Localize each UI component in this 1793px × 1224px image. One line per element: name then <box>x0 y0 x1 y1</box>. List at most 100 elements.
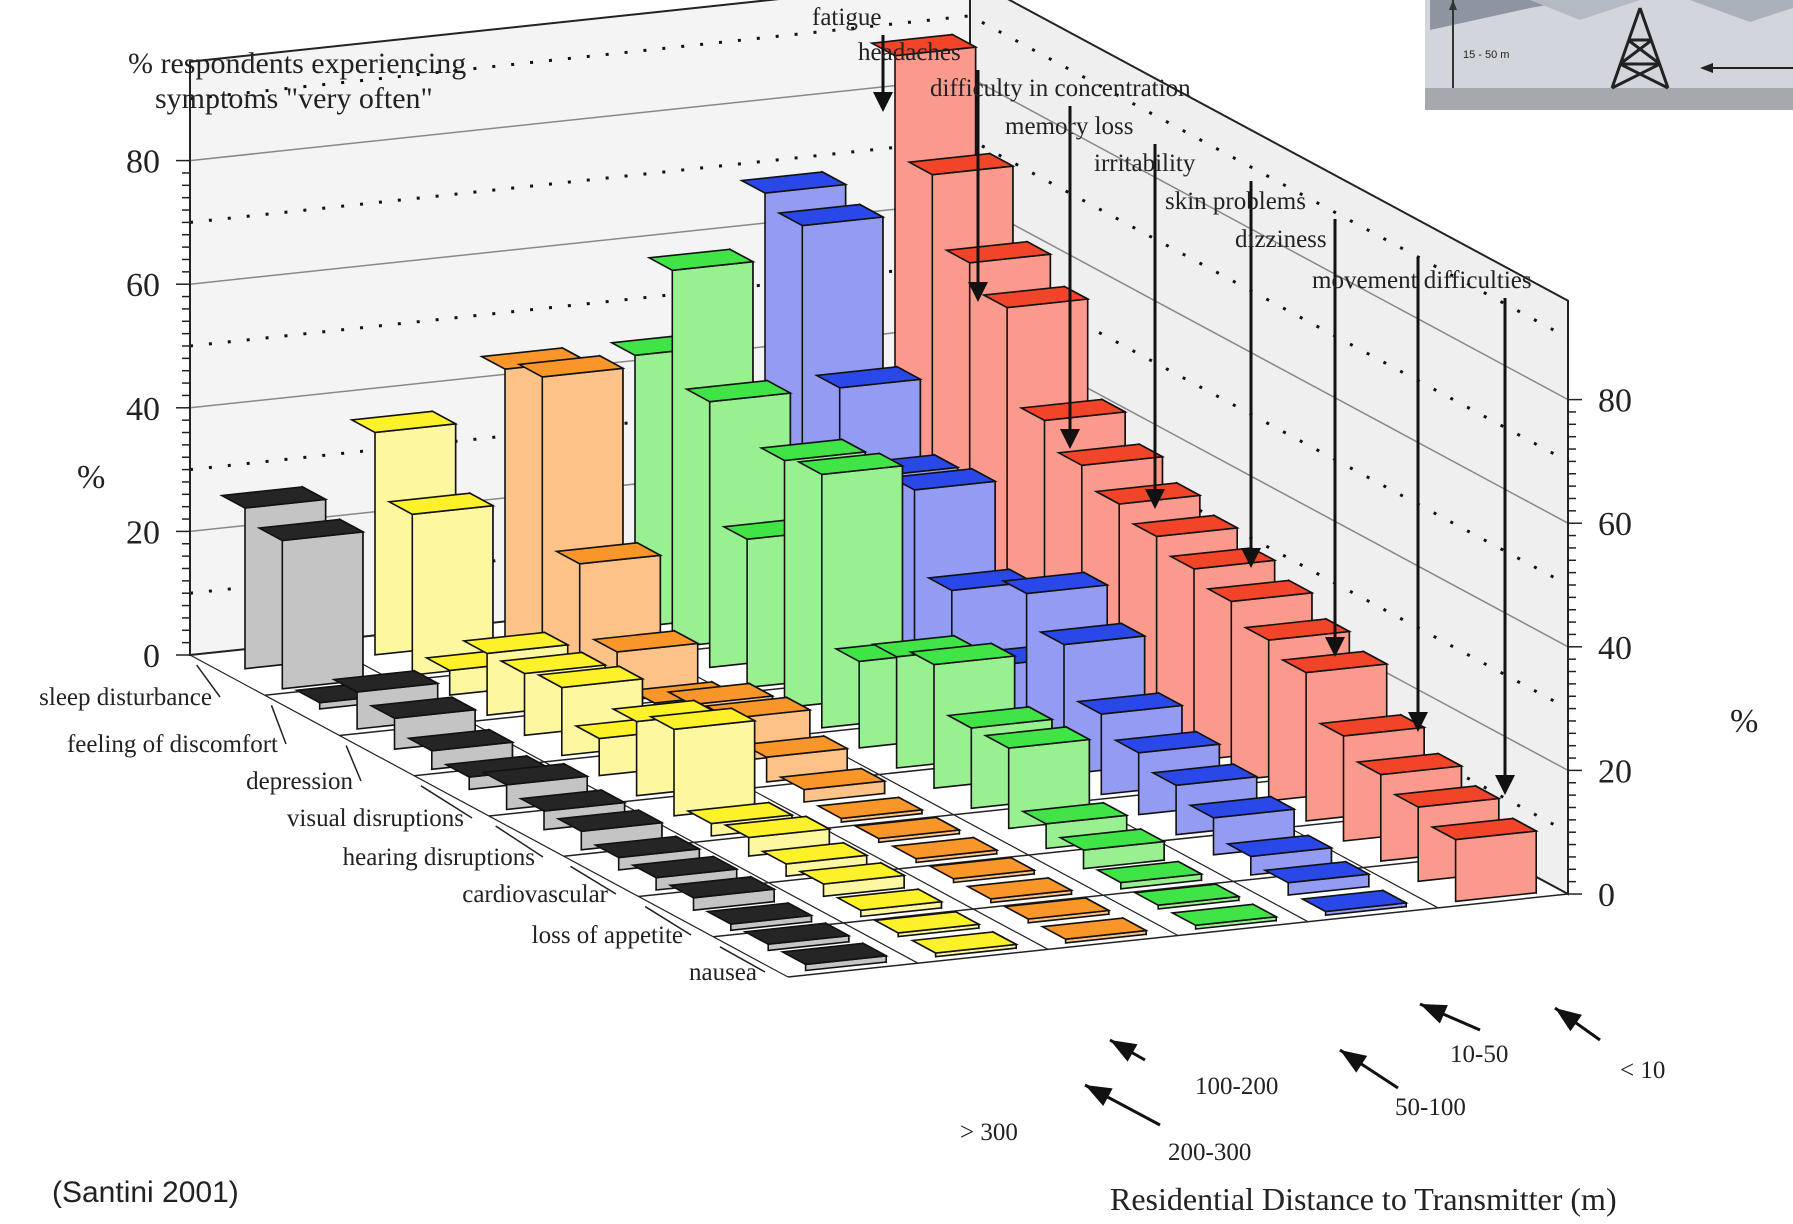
symptom-arrow-head <box>1060 429 1080 449</box>
symptom-label-front: hearing disruptions <box>343 844 535 871</box>
bar <box>1169 902 1279 930</box>
bar-top-face <box>909 931 1019 954</box>
gridline <box>189 14 1569 340</box>
distance-arrow-head <box>1085 1085 1113 1107</box>
bar <box>909 930 1019 958</box>
symptom-label-top: headaches <box>858 39 961 66</box>
bar-top-face <box>219 486 329 509</box>
bar <box>927 856 1037 884</box>
distance-label: < 10 <box>1620 1057 1665 1084</box>
symptom-leader-line <box>196 664 221 698</box>
symptom-label-top: difficulty in concentration <box>930 75 1191 102</box>
bar <box>797 861 907 898</box>
bar <box>1299 889 1409 917</box>
symptom-label-front: depression <box>246 768 353 795</box>
bar-top-face <box>1056 443 1166 467</box>
y-tick-label-left: 20 <box>126 514 160 551</box>
bar-top-face <box>1150 763 1260 787</box>
symptom-label-top: fatigue <box>812 4 881 31</box>
bar-top-face <box>1002 897 1112 920</box>
bar <box>1039 916 1149 944</box>
bar-top-face <box>1018 398 1128 422</box>
distance-label: 50-100 <box>1395 1094 1466 1121</box>
bar <box>965 876 1075 904</box>
y-tick-label-right: 20 <box>1598 753 1632 790</box>
symptom-leader-line <box>420 785 473 819</box>
symptom-leader-line <box>570 865 617 895</box>
bar-top-face <box>890 836 1000 860</box>
bar-top-face <box>648 707 758 731</box>
bar-top-face <box>406 728 516 752</box>
bar <box>779 941 889 972</box>
symptom-label-front: sleep disturbance <box>39 684 212 711</box>
bar-top-face <box>592 835 702 859</box>
bar-top-face <box>553 541 663 565</box>
bar-top-face <box>908 642 1018 666</box>
bar-top-face <box>965 877 1075 900</box>
bar-top-face <box>797 862 907 885</box>
bar-top-face <box>555 809 665 833</box>
bar-front-face <box>281 531 364 690</box>
symptom-label-top: skin problems <box>1165 188 1306 215</box>
chart-title-line2: symptoms "very often" <box>155 82 433 115</box>
bar-top-face <box>1205 579 1315 603</box>
bar-top-face <box>943 240 1053 264</box>
bar-top-face <box>813 365 923 389</box>
bar-top-face <box>776 203 886 227</box>
bar-top-face <box>758 438 868 462</box>
bar-top-face <box>796 452 906 476</box>
symptom-leader-line <box>345 745 362 782</box>
bar <box>872 910 982 938</box>
symptom-leader-line <box>495 825 544 858</box>
bar-top-face <box>1169 903 1279 927</box>
y-tick-label-right: 80 <box>1598 383 1632 420</box>
y-tick-label-left: 60 <box>126 267 160 304</box>
bar-top-face <box>888 467 998 491</box>
bar-top-face <box>1130 514 1240 538</box>
bar-top-face <box>1429 817 1539 841</box>
bar-top-face <box>705 902 815 925</box>
bar-top-face <box>945 706 1055 729</box>
symptom-arrow-head <box>968 282 988 302</box>
symptom-label-top: movement difficulties <box>1312 267 1532 294</box>
bar-top-face <box>869 33 979 57</box>
labels-group: 0 20 40 60 80 0 20 40 60 80 sleep disturbance feeli… <box>39 4 1665 1166</box>
symptom-leader-line <box>270 705 287 745</box>
symptom-arrow-head <box>873 92 893 112</box>
y-tick-label-right: 60 <box>1598 506 1632 543</box>
bar-front-face <box>1454 830 1537 903</box>
y-tick-label-right: 40 <box>1598 630 1632 667</box>
distance-label: 10-50 <box>1450 1041 1508 1068</box>
bar-top-face <box>1075 692 1185 715</box>
distance-arrow-head <box>1555 1008 1582 1032</box>
bar <box>648 706 758 817</box>
bar <box>1095 860 1205 890</box>
bar-top-face <box>498 651 608 675</box>
y-tick-label-left: 40 <box>126 391 160 428</box>
bar-top-face <box>685 801 795 825</box>
distance-arrow-head <box>1340 1050 1368 1073</box>
y-tick-label-left: 80 <box>126 144 160 181</box>
distance-label: > 300 <box>960 1119 1018 1146</box>
distance-arrow-head <box>1420 1004 1448 1024</box>
bar-top-face <box>722 815 832 839</box>
bar-top-face <box>760 841 870 865</box>
bar-top-face <box>646 248 756 272</box>
bar-top-face <box>331 670 441 693</box>
symptom-label-front: cardiovascular <box>462 881 608 908</box>
bar-top-face <box>835 888 945 912</box>
bar-top-face <box>256 518 366 542</box>
symptom-label-front: nausea <box>689 959 757 986</box>
bar-top-face <box>981 285 1091 309</box>
bar-top-face <box>536 665 646 689</box>
bar-top-face <box>872 910 982 934</box>
symptom-label-front: visual disruptions <box>287 805 464 832</box>
symptom-label-front: loss of appetite <box>532 922 683 949</box>
bar <box>815 796 925 823</box>
bar-top-face <box>906 152 1016 176</box>
bar-top-face <box>742 922 852 946</box>
bar-top-face <box>667 875 777 899</box>
bar <box>1132 882 1242 910</box>
gridline <box>189 385 1569 710</box>
